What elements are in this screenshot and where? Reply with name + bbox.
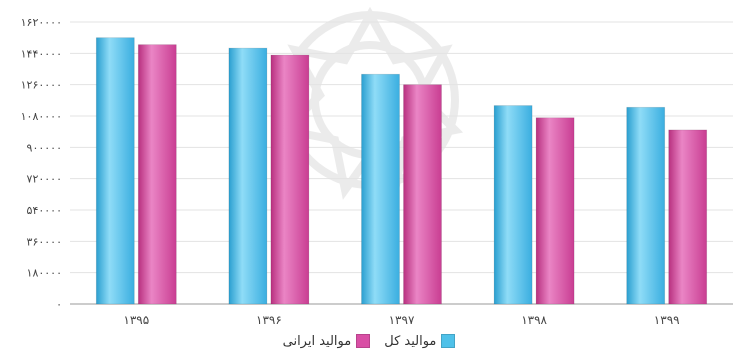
y-tick-label: ۵۴۰۰۰۰ (27, 204, 62, 217)
x-tick-label: ۱۳۹۷ (389, 313, 415, 327)
y-tick-label: ۰ (56, 298, 62, 311)
y-tick-label: ۱۸۰۰۰۰ (27, 267, 62, 280)
y-tick-label: ۷۲۰۰۰۰ (27, 173, 62, 186)
legend-swatch-total (441, 334, 456, 348)
y-tick-label: ۱۲۶۰۰۰۰ (21, 79, 62, 92)
legend: موالید کل موالید ایرانی (0, 330, 738, 352)
bar-total (361, 73, 400, 305)
legend-label-total: موالید کل (384, 333, 437, 349)
bar-total (626, 106, 666, 305)
bar-iranian (668, 129, 708, 305)
y-tick-label: ۱۶۲۰۰۰۰ (21, 16, 62, 29)
bar-total (493, 105, 533, 305)
x-tick-label: ۱۳۹۵ (123, 313, 149, 327)
legend-swatch-iranian (356, 334, 371, 348)
y-tick-label: ۱۴۴۰۰۰۰ (21, 47, 62, 60)
chart-plot: ۰ ۱۸۰۰۰۰ ۳۶۰۰۰۰ ۵۴۰۰۰۰ ۷۲۰۰۰۰ ۹۰۰۰۰۰ ۱۰۸۰۰۰۰ ۱۲… (21, 16, 733, 327)
x-tick-label: ۱۳۹۹ (654, 313, 680, 327)
bar-total (228, 47, 268, 305)
x-tick-label: ۱۳۹۶ (256, 313, 282, 327)
bar-iranian (403, 84, 442, 305)
legend-item-total: موالید کل (384, 333, 456, 349)
x-tick-label: ۱۳۹۸ (521, 313, 547, 327)
bar-iranian (270, 54, 310, 305)
y-tick-label: ۱۰۸۰۰۰۰ (21, 110, 62, 123)
y-tick-label: ۳۶۰۰۰۰ (27, 235, 62, 248)
bar-iranian (137, 44, 177, 305)
y-tick-label: ۹۰۰۰۰۰ (27, 141, 62, 154)
legend-label-iranian: موالید ایرانی (282, 333, 352, 349)
bar-total (95, 37, 135, 305)
legend-item-iranian: موالید ایرانی (283, 334, 371, 349)
bar-iranian (535, 117, 575, 305)
